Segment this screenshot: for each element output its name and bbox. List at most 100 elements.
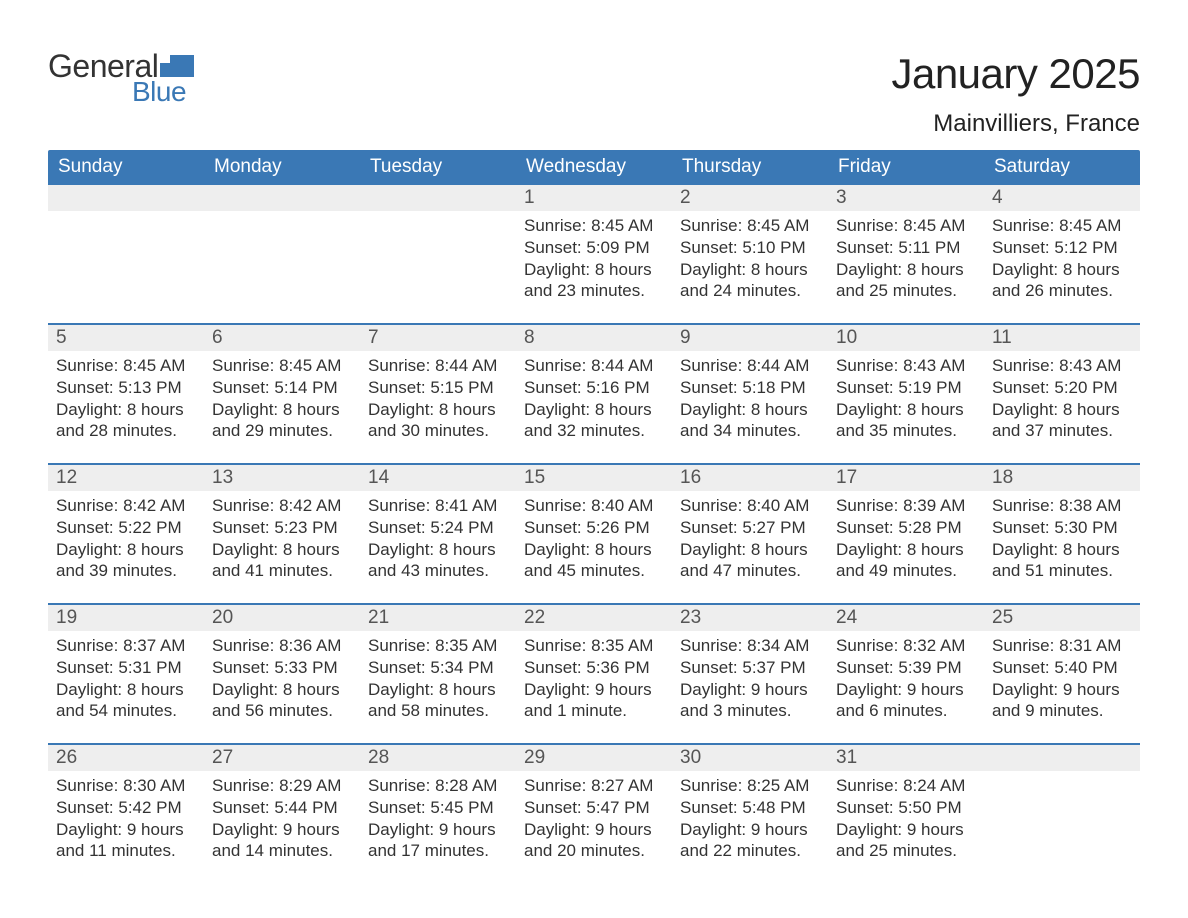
sunrise-text: Sunrise: 8:45 AM — [56, 355, 196, 377]
sunrise-text: Sunrise: 8:45 AM — [992, 215, 1132, 237]
sunrise-text: Sunrise: 8:42 AM — [212, 495, 352, 517]
day-number: 5 — [48, 325, 204, 351]
day-body — [360, 211, 516, 323]
daylight-text: Daylight: 8 hours and 54 minutes. — [56, 679, 196, 723]
day-cell: 19Sunrise: 8:37 AMSunset: 5:31 PMDayligh… — [48, 605, 204, 743]
week-row: 19Sunrise: 8:37 AMSunset: 5:31 PMDayligh… — [48, 603, 1140, 743]
sunset-text: Sunset: 5:50 PM — [836, 797, 976, 819]
sunrise-text: Sunrise: 8:28 AM — [368, 775, 508, 797]
sunset-text: Sunset: 5:14 PM — [212, 377, 352, 399]
sunrise-text: Sunrise: 8:35 AM — [368, 635, 508, 657]
day-body: Sunrise: 8:45 AMSunset: 5:14 PMDaylight:… — [204, 351, 360, 450]
day-number: 26 — [48, 745, 204, 771]
day-cell — [984, 745, 1140, 883]
day-cell: 16Sunrise: 8:40 AMSunset: 5:27 PMDayligh… — [672, 465, 828, 603]
sunset-text: Sunset: 5:13 PM — [56, 377, 196, 399]
daylight-text: Daylight: 8 hours and 51 minutes. — [992, 539, 1132, 583]
day-number: 12 — [48, 465, 204, 491]
week-row: 5 Sunrise: 8:45 AMSunset: 5:13 PM Daylight… — [48, 323, 1140, 463]
sunset-text: Sunset: 5:11 PM — [836, 237, 976, 259]
day-body: Sunrise: 8:44 AMSunset: 5:18 PMDaylight:… — [672, 351, 828, 450]
day-cell: 20 Sunrise: 8:36 AMSunset: 5:33 PMDayligh… — [204, 605, 360, 743]
day-number: 21 — [360, 605, 516, 631]
day-number: 30 — [672, 745, 828, 771]
day-body: Sunrise: 8:24 AMSunset: 5:50 PMDaylight:… — [828, 771, 984, 870]
day-header: Sunday — [48, 150, 204, 185]
day-body — [48, 211, 204, 323]
day-body: Sunrise: 8:38 AMSunset: 5:30 PMDaylight:… — [984, 491, 1140, 590]
day-body: Sunrise: 8:41 AMSunset: 5:24 PMDaylight:… — [360, 491, 516, 590]
day-header: Saturday — [984, 150, 1140, 185]
daylight-text: Daylight: 8 hours and 34 minutes. — [680, 399, 820, 443]
daylight-text: Daylight: 9 hours and 14 minutes. — [212, 819, 352, 863]
day-number: 7 — [360, 325, 516, 351]
daylight-text: Daylight: 8 hours and 29 minutes. — [212, 399, 352, 443]
sunset-text: Sunset: 5:19 PM — [836, 377, 976, 399]
sunrise-text: Sunrise: 8:29 AM — [212, 775, 352, 797]
sunrise-text: Sunrise: 8:35 AM — [524, 635, 664, 657]
daylight-text: Daylight: 9 hours and 9 minutes. — [992, 679, 1132, 723]
day-cell: 17Sunrise: 8:39 AMSunset: 5:28 PMDayligh… — [828, 465, 984, 603]
sunset-text: Sunset: 5:16 PM — [524, 377, 664, 399]
day-cell: 18Sunrise: 8:38 AMSunset: 5:30 PMDayligh… — [984, 465, 1140, 603]
daylight-text: Daylight: 8 hours and 56 minutes. — [212, 679, 352, 723]
sunrise-text: Sunrise: 8:39 AM — [836, 495, 976, 517]
sunset-text: Sunset: 5:24 PM — [368, 517, 508, 539]
day-cell: 25Sunrise: 8:31 AMSunset: 5:40 PMDayligh… — [984, 605, 1140, 743]
page-header: General Blue January 2025 Mainvilliers, … — [48, 50, 1140, 138]
day-number: 19 — [48, 605, 204, 631]
sunset-text: Sunset: 5:48 PM — [680, 797, 820, 819]
day-cell: 8Sunrise: 8:44 AMSunset: 5:16 PMDaylight… — [516, 325, 672, 463]
day-cell: 24Sunrise: 8:32 AMSunset: 5:39 PMDayligh… — [828, 605, 984, 743]
calendar-grid: Sunday Monday Tuesday Wednesday Thursday… — [48, 150, 1140, 883]
day-body: Sunrise: 8:32 AMSunset: 5:39 PMDaylight:… — [828, 631, 984, 730]
day-body: Sunrise: 8:35 AMSunset: 5:34 PMDaylight:… — [360, 631, 516, 730]
day-body: Sunrise: 8:43 AMSunset: 5:20 PMDaylight:… — [984, 351, 1140, 450]
sunset-text: Sunset: 5:45 PM — [368, 797, 508, 819]
day-header: Monday — [204, 150, 360, 185]
sunrise-text: Sunrise: 8:45 AM — [680, 215, 820, 237]
day-body: Sunrise: 8:42 AMSunset: 5:22 PMDaylight:… — [48, 491, 204, 590]
day-cell: 10Sunrise: 8:43 AMSunset: 5:19 PMDayligh… — [828, 325, 984, 463]
sunrise-text: Sunrise: 8:24 AM — [836, 775, 976, 797]
daylight-text: Daylight: 9 hours and 11 minutes. — [56, 819, 196, 863]
day-number — [360, 185, 516, 211]
daylight-text: Daylight: 8 hours and 37 minutes. — [992, 399, 1132, 443]
sunrise-text: Sunrise: 8:45 AM — [836, 215, 976, 237]
daylight-text: Daylight: 8 hours and 32 minutes. — [524, 399, 664, 443]
month-title: January 2025 — [891, 50, 1140, 98]
day-number: 8 — [516, 325, 672, 351]
day-cell: 11Sunrise: 8:43 AMSunset: 5:20 PMDayligh… — [984, 325, 1140, 463]
day-number: 16 — [672, 465, 828, 491]
day-number: 27 — [204, 745, 360, 771]
day-cell: 7Sunrise: 8:44 AMSunset: 5:15 PMDaylight… — [360, 325, 516, 463]
day-body: Sunrise: 8:25 AMSunset: 5:48 PMDaylight:… — [672, 771, 828, 870]
day-number: 3 — [828, 185, 984, 211]
day-number: 20 — [204, 605, 360, 631]
day-cell: 28Sunrise: 8:28 AMSunset: 5:45 PMDayligh… — [360, 745, 516, 883]
day-header: Friday — [828, 150, 984, 185]
day-body: Sunrise: 8:45 AMSunset: 5:11 PMDaylight:… — [828, 211, 984, 310]
day-body: Sunrise: 8:42 AMSunset: 5:23 PMDaylight:… — [204, 491, 360, 590]
sunrise-text: Sunrise: 8:36 AM — [212, 635, 352, 657]
day-cell: 5Sunrise: 8:45 AMSunset: 5:13 PMDaylight… — [48, 325, 204, 463]
day-body — [984, 771, 1140, 883]
day-body — [204, 211, 360, 323]
sunset-text: Sunset: 5:28 PM — [836, 517, 976, 539]
sunset-text: Sunset: 5:33 PM — [212, 657, 352, 679]
day-header-row: Sunday Monday Tuesday Wednesday Thursday… — [48, 150, 1140, 185]
sunset-text: Sunset: 5:10 PM — [680, 237, 820, 259]
daylight-text: Daylight: 8 hours and 43 minutes. — [368, 539, 508, 583]
daylight-text: Daylight: 8 hours and 58 minutes. — [368, 679, 508, 723]
day-body: Sunrise: 8:27 AMSunset: 5:47 PMDaylight:… — [516, 771, 672, 870]
day-body: Sunrise: 8:40 AMSunset: 5:27 PMDaylight:… — [672, 491, 828, 590]
daylight-text: Daylight: 8 hours and 24 minutes. — [680, 259, 820, 303]
day-number: 24 — [828, 605, 984, 631]
sunset-text: Sunset: 5:23 PM — [212, 517, 352, 539]
daylight-text: Daylight: 9 hours and 1 minute. — [524, 679, 664, 723]
brand-logo: General Blue — [48, 50, 194, 106]
day-body: Sunrise: 8:45 AMSunset: 5:12 PMDaylight:… — [984, 211, 1140, 310]
day-number: 22 — [516, 605, 672, 631]
daylight-text: Daylight: 9 hours and 20 minutes. — [524, 819, 664, 863]
sunset-text: Sunset: 5:39 PM — [836, 657, 976, 679]
